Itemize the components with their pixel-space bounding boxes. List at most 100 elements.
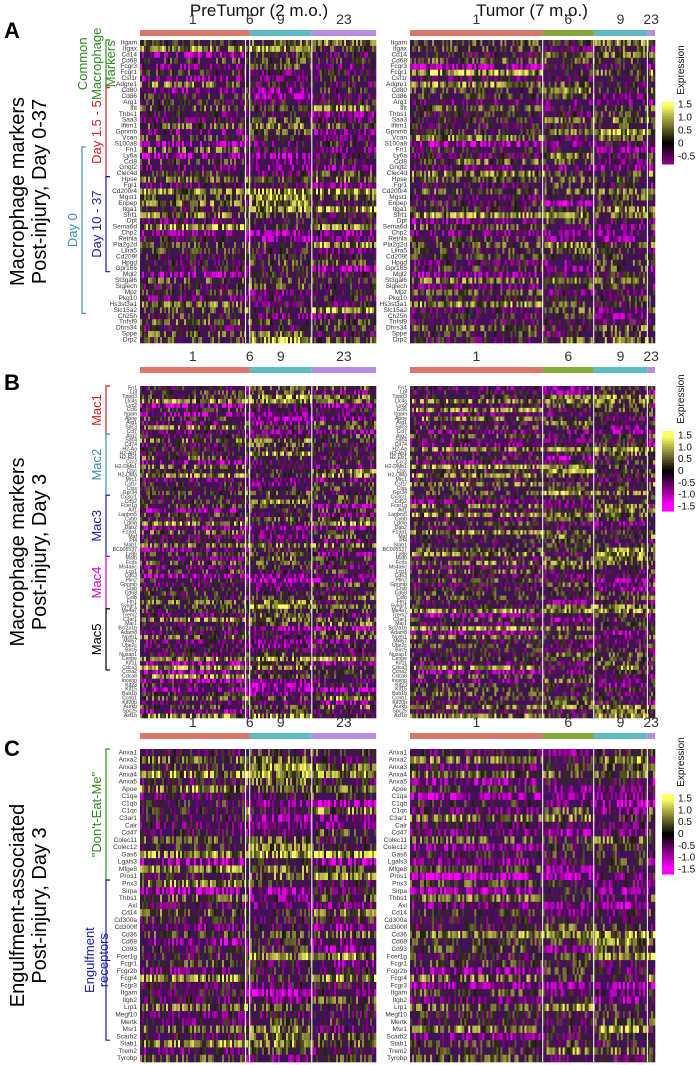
- heat-cell: [352, 58, 354, 64]
- heat-cell: [190, 64, 192, 70]
- heat-cell: [268, 70, 270, 76]
- heat-cell: [292, 123, 294, 129]
- heat-cell: [240, 52, 242, 58]
- heat-cell: [192, 40, 194, 46]
- heat-cell: [186, 70, 188, 76]
- heat-cell: [334, 64, 336, 70]
- heat-cell: [258, 105, 260, 111]
- heat-cell: [148, 70, 150, 76]
- heat-cell: [174, 52, 176, 58]
- heat-cell: [298, 52, 300, 58]
- heat-cell: [226, 129, 228, 135]
- heat-cell: [200, 105, 202, 111]
- heat-cell: [350, 99, 352, 105]
- heat-cell: [170, 82, 172, 88]
- heat-cell: [352, 93, 354, 99]
- heat-cell: [176, 93, 178, 99]
- heat-cell: [246, 123, 248, 129]
- heat-cell: [338, 93, 340, 99]
- heat-cell: [302, 88, 304, 94]
- heat-cell: [278, 58, 280, 64]
- heat-cell: [156, 64, 158, 70]
- heat-cell: [148, 82, 150, 88]
- heat-cell: [146, 117, 148, 123]
- heat-cell: [202, 70, 204, 76]
- heat-cell: [312, 123, 314, 129]
- heat-cell: [204, 129, 206, 135]
- heat-cell: [342, 111, 344, 117]
- heat-cell: [312, 64, 314, 70]
- heat-cell: [324, 123, 326, 129]
- heat-cell: [240, 70, 242, 76]
- heat-cell: [236, 46, 238, 52]
- heat-cell: [240, 129, 242, 135]
- heat-cell: [158, 76, 160, 82]
- heat-cell: [210, 76, 212, 82]
- heat-cell: [254, 52, 256, 58]
- heat-cell: [154, 82, 156, 88]
- heat-cell: [330, 105, 332, 111]
- heat-cell: [312, 105, 314, 111]
- heat-cell: [168, 88, 170, 94]
- heat-cell: [354, 93, 356, 99]
- heat-cell: [156, 117, 158, 123]
- heat-cell: [340, 82, 342, 88]
- heat-cell: [194, 76, 196, 82]
- heat-cell: [356, 64, 358, 70]
- heat-cell: [348, 46, 350, 52]
- heat-cell: [152, 82, 154, 88]
- heat-cell: [172, 111, 174, 117]
- heat-cell: [212, 46, 214, 52]
- heat-cell: [258, 123, 260, 129]
- heat-cell: [202, 76, 204, 82]
- heat-cell: [172, 46, 174, 52]
- heat-cell: [358, 117, 360, 123]
- heat-cell: [210, 123, 212, 129]
- heat-cell: [258, 82, 260, 88]
- heat-cell: [188, 76, 190, 82]
- heat-cell: [364, 105, 366, 111]
- heat-cell: [222, 123, 224, 129]
- heat-cell: [300, 70, 302, 76]
- heat-cell: [158, 82, 160, 88]
- heat-cell: [274, 58, 276, 64]
- heat-cell: [234, 129, 236, 135]
- gene-label: Drp2: [393, 337, 407, 344]
- heat-cell: [358, 46, 360, 52]
- heat-cell: [150, 88, 152, 94]
- heat-cell: [300, 52, 302, 58]
- heat-cell: [312, 117, 314, 123]
- heat-cell: [184, 93, 186, 99]
- heat-cell: [166, 58, 168, 64]
- heat-cell: [330, 111, 332, 117]
- heat-cell: [332, 76, 334, 82]
- heat-cell: [274, 76, 276, 82]
- heat-cell: [140, 88, 142, 94]
- heat-cell: [282, 70, 284, 76]
- heat-cell: [274, 105, 276, 111]
- heat-cell: [164, 58, 166, 64]
- heat-cell: [286, 52, 288, 58]
- heat-cell: [316, 88, 318, 94]
- heat-cell: [266, 123, 268, 129]
- heat-cell: [196, 99, 198, 105]
- heat-cell: [160, 129, 162, 135]
- heat-cell: [368, 58, 370, 64]
- heat-cell: [226, 82, 228, 88]
- heat-cell: [232, 58, 234, 64]
- heat-cell: [276, 93, 278, 99]
- heat-cell: [186, 88, 188, 94]
- heat-cell: [158, 70, 160, 76]
- heat-cell: [372, 46, 374, 52]
- heat-cell: [268, 129, 270, 135]
- heat-cell: [162, 76, 164, 82]
- heat-cell: [184, 117, 186, 123]
- heat-cell: [306, 82, 308, 88]
- heat-cell: [250, 64, 252, 70]
- heat-cell: [180, 117, 182, 123]
- heat-cell: [334, 70, 336, 76]
- heat-cell: [302, 117, 304, 123]
- heat-cell: [184, 76, 186, 82]
- pretumor-title: PreTumor (2 m.o.): [190, 1, 328, 20]
- heat-cell: [316, 40, 318, 46]
